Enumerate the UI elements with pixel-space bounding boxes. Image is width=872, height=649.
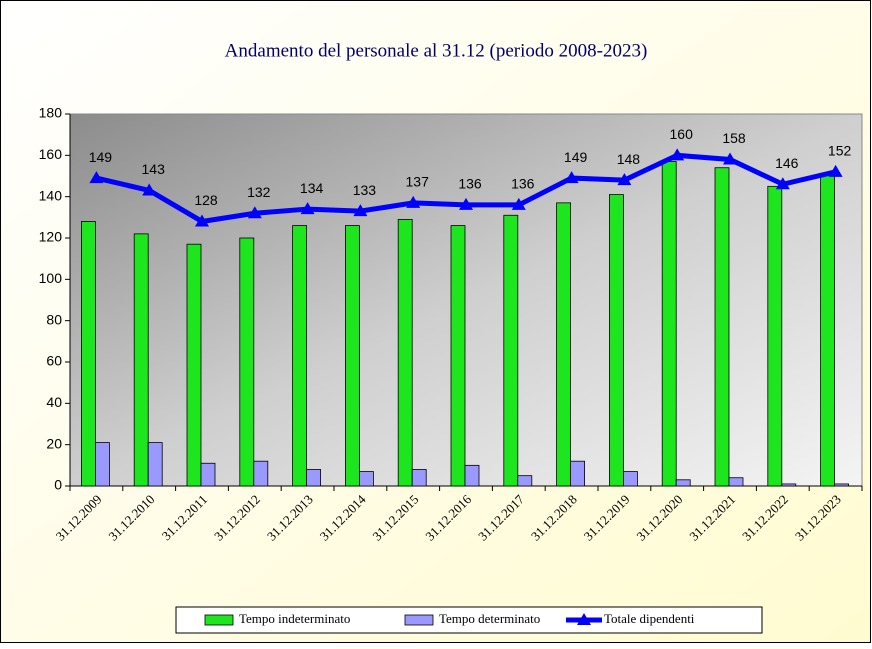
y-tick-label: 80 [46, 311, 62, 327]
y-tick-label: 160 [39, 146, 63, 162]
data-label: 148 [617, 151, 641, 167]
bar [200, 462, 216, 487]
bar [81, 221, 96, 487]
data-label: 133 [353, 182, 377, 198]
line-marker [723, 152, 737, 165]
line-marker [142, 183, 157, 196]
data-label: 158 [722, 130, 746, 146]
data-label: 137 [406, 174, 430, 190]
bar [834, 483, 849, 487]
y-tick-label: 100 [39, 270, 63, 286]
legend-label: Totale dipendenti [604, 611, 695, 626]
line-marker [564, 171, 579, 184]
line-marker [828, 164, 843, 177]
legend-swatch [204, 614, 234, 626]
bar [503, 214, 519, 487]
data-label: 143 [142, 161, 166, 177]
line-marker [617, 173, 632, 186]
bar [358, 471, 374, 487]
line-marker [775, 177, 790, 190]
data-label: 128 [194, 192, 218, 208]
y-tick-label: 180 [39, 105, 63, 121]
data-label: 149 [564, 149, 588, 165]
line-marker [670, 148, 685, 161]
legend-label: Tempo determinato [439, 611, 540, 626]
plot-area [69, 113, 863, 487]
bar [661, 161, 677, 487]
line-marker [247, 206, 262, 219]
y-tick-label: 60 [46, 353, 62, 369]
bar [306, 469, 322, 487]
data-label: 136 [511, 176, 535, 192]
y-tick-label: 140 [39, 187, 63, 203]
legend-swatch [404, 614, 434, 626]
bar [292, 225, 308, 487]
bar [781, 483, 797, 487]
bar [253, 460, 269, 487]
bar [411, 469, 427, 487]
y-tick-label: 120 [39, 229, 63, 245]
bar [767, 185, 783, 487]
data-label: 132 [247, 184, 271, 200]
data-label: 160 [670, 126, 694, 142]
bar [609, 194, 624, 487]
bar [675, 479, 691, 487]
bar [464, 464, 480, 487]
line-marker [406, 195, 421, 208]
line-marker [300, 202, 315, 215]
bar [728, 477, 744, 487]
y-tick-label: 40 [46, 394, 62, 410]
bar [450, 225, 466, 487]
bar [517, 475, 533, 487]
legend-marker [577, 613, 591, 625]
legend [175, 606, 763, 634]
line-marker [511, 197, 526, 210]
bar [570, 460, 585, 487]
line-marker [459, 197, 473, 210]
line-marker [353, 204, 368, 217]
data-label: 146 [775, 155, 799, 171]
data-label: 134 [300, 180, 324, 196]
bar [623, 471, 638, 487]
y-tick-label: 20 [46, 435, 62, 451]
bar [147, 442, 163, 487]
line-marker [195, 214, 209, 227]
bar [95, 442, 110, 487]
bar [344, 225, 360, 487]
chart-title: Andamento del personale al 31.12 (period… [225, 40, 648, 61]
bar [714, 167, 730, 487]
data-label: 136 [458, 176, 482, 192]
bar [133, 233, 149, 487]
y-tick-label: 0 [54, 477, 62, 493]
bar [820, 173, 835, 487]
bar [556, 202, 571, 487]
line-marker [89, 171, 104, 184]
data-label: 152 [828, 143, 852, 159]
bar [397, 218, 413, 487]
legend-label: Tempo indeterminato [239, 611, 350, 626]
bar [239, 237, 255, 487]
data-label: 149 [89, 149, 113, 165]
bar [186, 243, 202, 487]
